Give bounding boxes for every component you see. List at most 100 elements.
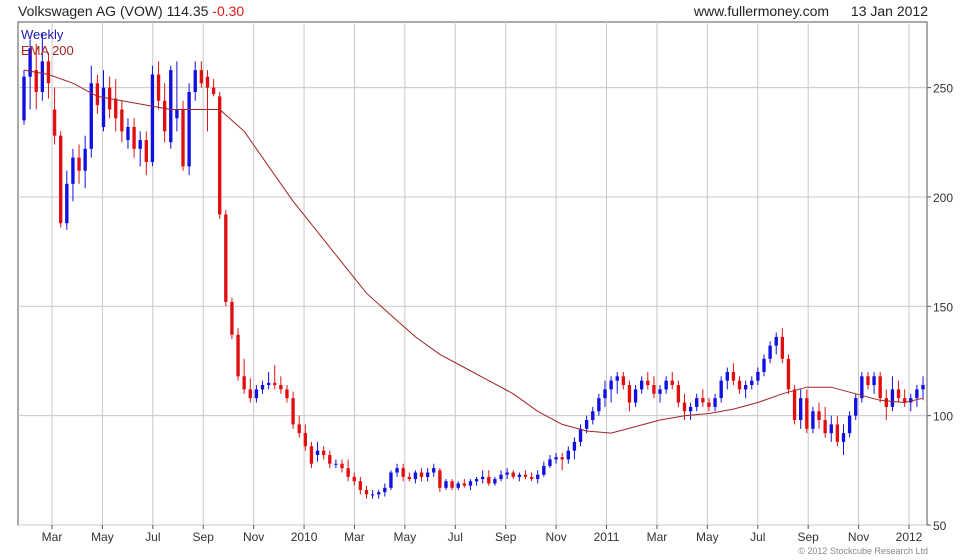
candle-body xyxy=(768,345,772,359)
candle-body xyxy=(756,371,760,381)
candle-body xyxy=(315,450,320,456)
candle-body xyxy=(328,455,332,464)
chart-date: 13 Jan 2012 xyxy=(850,3,928,19)
candle-body xyxy=(309,446,314,464)
candle-body xyxy=(468,481,473,486)
candle-body xyxy=(285,389,289,399)
candle-body xyxy=(456,483,460,488)
candle-body xyxy=(224,214,228,302)
x-tick-label: Nov xyxy=(848,530,869,544)
candle-body xyxy=(401,468,405,477)
candle-body xyxy=(536,474,540,480)
candle-body xyxy=(731,371,736,381)
candle-body xyxy=(260,385,265,390)
candle-body xyxy=(28,48,32,77)
candle-body xyxy=(652,385,656,394)
x-tick-label: 2012 xyxy=(896,530,923,544)
candle-body xyxy=(817,411,821,421)
plot-area xyxy=(17,21,928,526)
candle-body xyxy=(181,109,185,167)
candle-body xyxy=(395,468,399,473)
candle-body xyxy=(156,74,161,101)
candle-body xyxy=(101,87,106,127)
candle-body xyxy=(909,398,913,403)
x-tick-label: Sep xyxy=(797,530,819,544)
candle-body xyxy=(59,135,63,224)
instrument-title: Volkswagen AG (VOW) 114.35 -0.30 xyxy=(18,3,244,19)
candle-body xyxy=(517,474,522,477)
candle-body xyxy=(248,389,252,399)
candle-body xyxy=(584,420,589,429)
candle-body xyxy=(835,424,840,442)
candle-body xyxy=(750,380,754,386)
candle-body xyxy=(218,96,222,215)
candle-body xyxy=(658,389,662,394)
candle-body xyxy=(811,411,815,429)
x-tick-label: 2011 xyxy=(594,530,620,544)
x-tick-label: Nov xyxy=(545,530,566,544)
candle-body xyxy=(548,459,552,466)
candle-body xyxy=(633,389,638,403)
candle-body xyxy=(780,336,785,359)
candle-body xyxy=(438,470,442,488)
candle-body xyxy=(450,481,454,488)
candle-body xyxy=(211,87,216,95)
candle-body xyxy=(725,371,729,381)
candle-body xyxy=(701,398,705,403)
x-tick-label: Sep xyxy=(495,530,517,544)
copyright-text: © 2012 Stockcube Research Ltd xyxy=(798,546,928,556)
candle-body xyxy=(444,481,448,488)
candle-body xyxy=(297,424,301,434)
x-tick-label: Mar xyxy=(344,530,365,544)
candle-body xyxy=(627,385,632,403)
candle-body xyxy=(419,472,424,477)
candle-body xyxy=(126,126,130,141)
candle-body xyxy=(334,463,338,465)
candle-body xyxy=(578,428,583,442)
candle-body xyxy=(150,74,155,162)
candle-body xyxy=(340,463,344,469)
candle-body xyxy=(854,398,858,416)
candle-body xyxy=(523,474,528,477)
candle-body xyxy=(175,109,179,119)
candle-body xyxy=(566,450,570,460)
candle-body xyxy=(915,389,919,399)
candle-body xyxy=(169,70,173,143)
candle-body xyxy=(52,109,57,136)
y-tick-label: 150 xyxy=(933,300,953,314)
candle-body xyxy=(279,385,283,390)
candle-body xyxy=(162,100,167,132)
y-tick-label: 200 xyxy=(933,191,953,205)
price-change: -0.30 xyxy=(212,3,245,19)
candle-body xyxy=(95,83,100,106)
candle-body xyxy=(603,389,607,399)
candle-body xyxy=(132,126,136,149)
candle-body xyxy=(474,479,479,482)
candle-body xyxy=(462,483,467,486)
x-tick-label: Mar xyxy=(647,530,668,544)
x-tick-label: Jul xyxy=(448,530,463,544)
candle-body xyxy=(487,476,491,484)
site-link[interactable]: www.fullermoney.com xyxy=(693,3,830,19)
candle-body xyxy=(138,140,142,149)
candle-body xyxy=(291,398,295,425)
candle-body xyxy=(236,334,240,377)
x-tick-label: May xyxy=(91,530,114,544)
candle-body xyxy=(884,398,888,407)
candle-body xyxy=(682,402,687,412)
candle-body xyxy=(187,91,191,167)
candle-body xyxy=(743,385,748,390)
candle-body xyxy=(621,376,626,386)
candle-body xyxy=(370,494,375,496)
candle-body xyxy=(511,472,515,477)
candle-body xyxy=(71,157,75,184)
candle-body xyxy=(774,336,778,346)
candle-body xyxy=(358,481,363,491)
candle-body xyxy=(346,468,350,477)
last-price: 114.35 xyxy=(166,3,209,19)
x-tick-label: Mar xyxy=(42,530,63,544)
candle-body xyxy=(762,358,766,372)
y-tick-label: 50 xyxy=(933,519,947,533)
candle-body xyxy=(847,415,852,434)
candle-body xyxy=(144,140,148,162)
